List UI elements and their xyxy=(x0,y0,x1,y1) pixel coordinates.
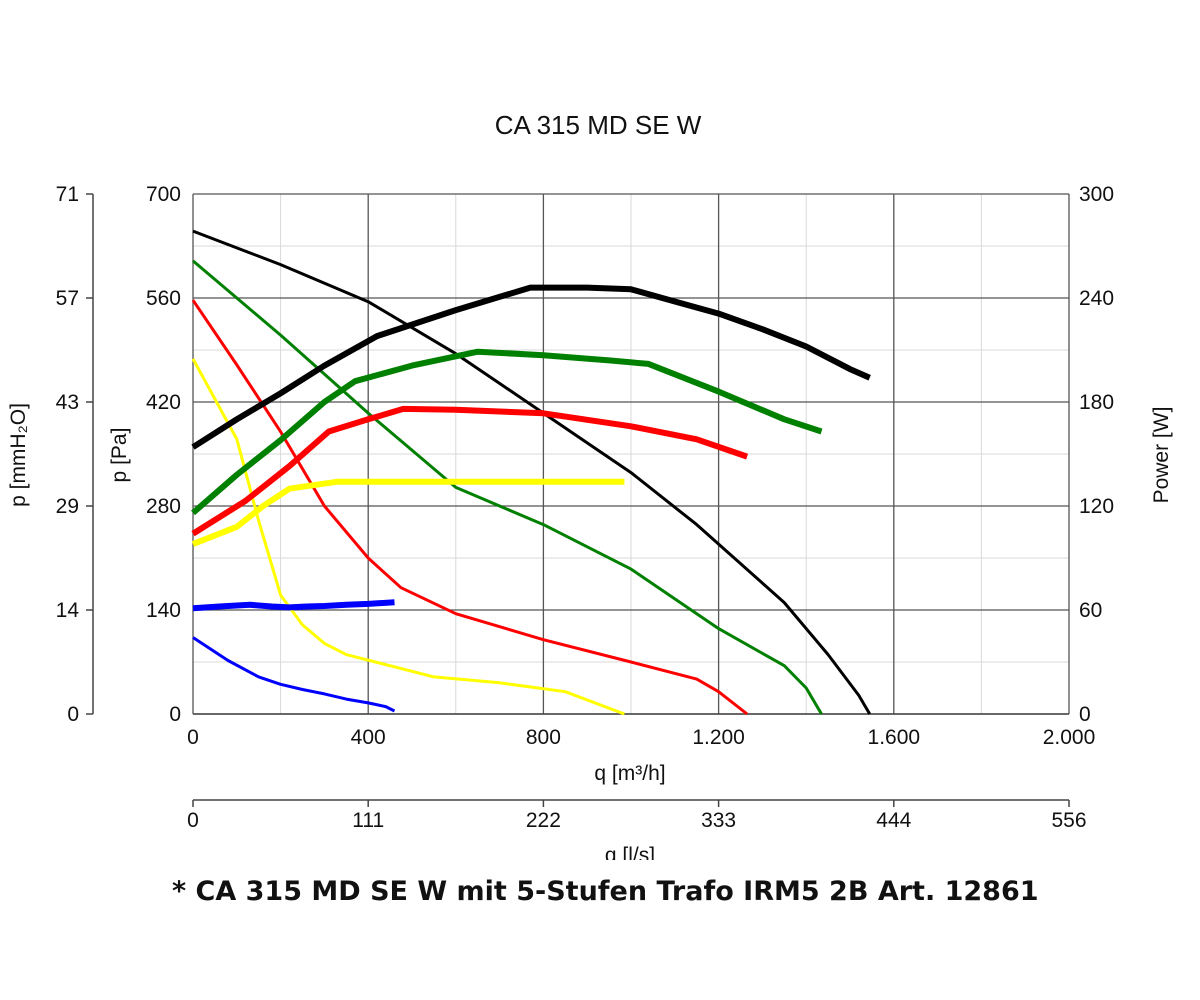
series-line-stage-4-pressure xyxy=(192,259,823,715)
y-tick-label-mmh2o: 0 xyxy=(67,703,79,726)
chart-title: CA 315 MD SE W xyxy=(495,110,702,140)
x2-tick-label-ls: 222 xyxy=(526,809,561,832)
series-line-stage-5-pressure xyxy=(192,229,871,715)
x2-tick-label-ls: 0 xyxy=(187,809,199,832)
y-tick-label-pa: 0 xyxy=(169,703,181,726)
axes: 0 400 800 1.200 1.600 2.000014028042056070001… xyxy=(56,183,1114,832)
x-tick-label: 800 xyxy=(526,726,561,749)
y2-tick-label-power: 300 xyxy=(1079,183,1114,206)
series-line-stage-3-power xyxy=(191,405,749,537)
minor-gridlines xyxy=(193,194,1069,714)
x-tick-label: 1.200 xyxy=(692,726,745,749)
series-layer xyxy=(191,229,871,716)
series-line-stage-2-pressure xyxy=(191,358,625,716)
series-line-stage-1-pressure xyxy=(192,636,396,713)
x-tick-label: 1.600 xyxy=(868,726,921,749)
x-tick-label: 0 xyxy=(187,726,199,749)
y-tick-label-mmh2o: 57 xyxy=(56,287,79,310)
x2-tick-label-ls: 556 xyxy=(1051,809,1086,832)
y-tick-label-mmh2o: 71 xyxy=(56,183,79,206)
y2-tick-label-power: 0 xyxy=(1079,703,1091,726)
y2-tick-label-power: 120 xyxy=(1079,495,1114,518)
y2-tick-label-power: 60 xyxy=(1079,599,1102,622)
series-line-stage-2-power xyxy=(191,478,625,547)
y-tick-label-mmh2o: 14 xyxy=(56,599,80,622)
y-tick-label-mmh2o: 43 xyxy=(56,391,79,414)
series-line-stage-3-pressure xyxy=(191,299,749,716)
y2-tick-label-power: 180 xyxy=(1079,391,1114,414)
y-tick-label-pa: 420 xyxy=(146,391,181,414)
y-tick-label-pa: 140 xyxy=(146,599,181,622)
x2-tick-label-ls: 444 xyxy=(876,809,911,832)
x2-axis-label: q [l/s] xyxy=(605,844,655,860)
x-axis-label: q [m³/h] xyxy=(594,762,665,785)
y-tick-label-pa: 280 xyxy=(146,495,181,518)
series-line-stage-5-power xyxy=(191,284,871,450)
x2-tick-label-ls: 111 xyxy=(352,809,384,832)
y2-tick-label-power: 240 xyxy=(1079,287,1114,310)
y2-axis-label-power: Power [W] xyxy=(1150,407,1173,504)
y-tick-label-pa: 700 xyxy=(146,183,181,206)
fan-curve-chart: 0 400 800 1.200 1.600 2.000014028042056070001… xyxy=(7,110,1173,860)
y-tick-label-pa: 560 xyxy=(146,287,181,310)
series-line-stage-4-power xyxy=(191,348,823,516)
x-tick-label: 2.000 xyxy=(1043,726,1096,749)
y-axis-label-pa: p [Pa] xyxy=(108,428,131,483)
y-axis-label-mmh2o: p [mmH₂O] xyxy=(7,403,30,507)
x2-tick-label-ls: 333 xyxy=(701,809,736,832)
series-line-stage-1-power xyxy=(192,599,395,612)
footnote: * CA 315 MD SE W mit 5-Stufen Trafo IRM5… xyxy=(172,876,1039,907)
x-tick-label: 400 xyxy=(351,726,386,749)
y-tick-label-mmh2o: 29 xyxy=(56,495,79,518)
